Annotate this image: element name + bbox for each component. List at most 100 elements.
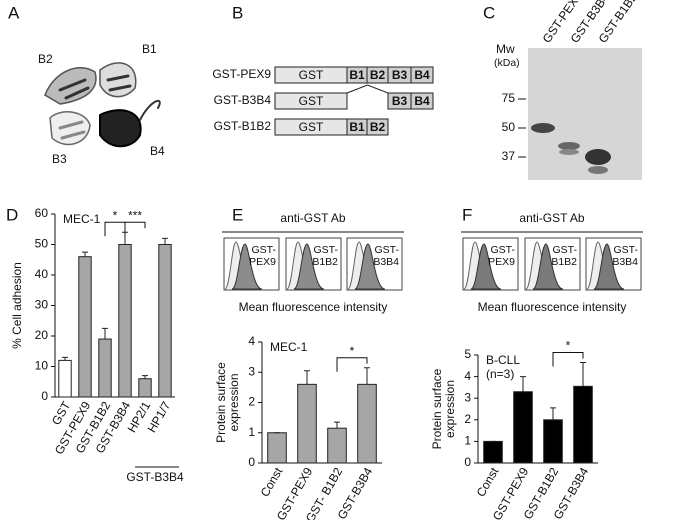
domain-name: B1	[349, 68, 365, 82]
y-tick-label: 10	[35, 359, 49, 373]
error-bar	[82, 251, 88, 257]
histogram-label: B1B2	[312, 256, 338, 268]
y-tick-label: 3	[464, 390, 471, 404]
error-bar	[142, 375, 148, 379]
error-bar	[102, 327, 108, 340]
bar	[543, 419, 563, 464]
domain-name: GST	[299, 94, 324, 108]
header: anti-GST Ab	[280, 211, 345, 225]
bar	[327, 427, 347, 464]
group-label: GST-B3B4	[126, 470, 184, 484]
annotation: (n=3)	[486, 367, 514, 381]
panel-letter: A	[8, 3, 20, 22]
bar	[513, 391, 533, 464]
y-tick-label: 4	[464, 369, 471, 383]
error-bar	[304, 370, 310, 385]
domain-name: B2	[370, 68, 386, 82]
significance: *	[566, 339, 571, 353]
y-tick-label: 1	[464, 434, 471, 448]
y-tick-label: 50	[35, 237, 49, 251]
bar	[138, 378, 152, 398]
panel-letter: E	[232, 205, 243, 224]
construct-name: GST-B3B4	[214, 93, 272, 107]
mw-marker: 37	[502, 149, 516, 163]
gel-band	[559, 149, 579, 155]
bar	[98, 338, 112, 398]
error-bar	[580, 362, 586, 387]
histogram-label: GST-	[374, 244, 399, 256]
sample-curve	[593, 243, 625, 290]
gel-band	[531, 123, 555, 133]
domain-box	[410, 66, 434, 84]
bar	[573, 385, 593, 464]
mw-label: Mw	[496, 42, 515, 56]
error-bar	[334, 421, 340, 429]
bar	[297, 383, 317, 464]
protein-structure	[44, 62, 161, 148]
sample-curve	[354, 243, 386, 290]
annotation: MEC-1	[270, 340, 308, 354]
bar	[118, 244, 132, 398]
x-axis-label: Mean fluorescence intensity	[478, 300, 627, 314]
domain-box	[410, 92, 434, 110]
domain-label: B3	[52, 152, 67, 166]
domain-name: B1	[349, 120, 365, 134]
mw-marker: 75	[502, 91, 516, 105]
error-bar	[364, 367, 370, 385]
error-bar	[62, 356, 68, 361]
construct-name: GST-B1B2	[214, 119, 272, 133]
domain-name: B4	[414, 68, 430, 82]
sample-curve	[293, 243, 325, 290]
bar	[78, 256, 92, 398]
y-axis-label: Protein surface	[214, 362, 228, 443]
gel-band	[585, 149, 611, 165]
histogram-label: B3B4	[373, 256, 399, 268]
bar	[357, 383, 377, 464]
histogram-label: B3B4	[612, 256, 638, 268]
y-axis-label: Protein surface	[430, 368, 444, 449]
significance: *	[113, 208, 118, 222]
y-tick-label: 5	[464, 347, 471, 361]
histogram-label: GST-	[490, 244, 515, 256]
significance-bracket	[552, 352, 584, 367]
bar	[267, 432, 287, 464]
y-tick-label: 20	[35, 328, 49, 342]
y-tick-label: 2	[248, 395, 255, 409]
linker	[346, 84, 389, 94]
error-bar	[520, 376, 526, 392]
histogram-label: PEX9	[488, 256, 515, 268]
histogram-label: B1B2	[551, 256, 577, 268]
y-tick-label: 0	[464, 455, 471, 469]
y-axis-label: % Cell adhesion	[10, 262, 24, 349]
y-axis-label: expression	[227, 373, 241, 431]
construct-name: GST-PEX9	[212, 67, 271, 81]
sample-curve	[231, 243, 263, 290]
significance-bracket	[336, 357, 368, 372]
annotation: B-CLL	[486, 353, 520, 367]
mw-marker: 50	[502, 120, 516, 134]
gel	[528, 48, 642, 180]
y-tick-label: 1	[248, 425, 255, 439]
x-axis-label: Mean fluorescence intensity	[239, 300, 388, 314]
y-tick-label: 60	[35, 206, 49, 220]
significance: *	[350, 344, 355, 358]
annotation: MEC-1	[63, 212, 101, 226]
panel-letter: C	[483, 3, 495, 22]
y-tick-label: 0	[248, 455, 255, 469]
bar	[58, 359, 72, 398]
gel-band	[588, 166, 608, 174]
bar	[158, 244, 172, 398]
domain-label: B1	[142, 42, 157, 56]
header: anti-GST Ab	[519, 211, 584, 225]
domain-name: GST	[299, 120, 324, 134]
significance-bracket	[104, 221, 126, 237]
histogram-label: GST-	[552, 244, 577, 256]
y-axis-label: expression	[443, 380, 457, 438]
domain-name: B2	[370, 120, 386, 134]
gel-band	[558, 142, 580, 150]
y-tick-label: 3	[248, 364, 255, 378]
significance-bracket	[124, 221, 146, 237]
domain-box	[274, 92, 348, 110]
